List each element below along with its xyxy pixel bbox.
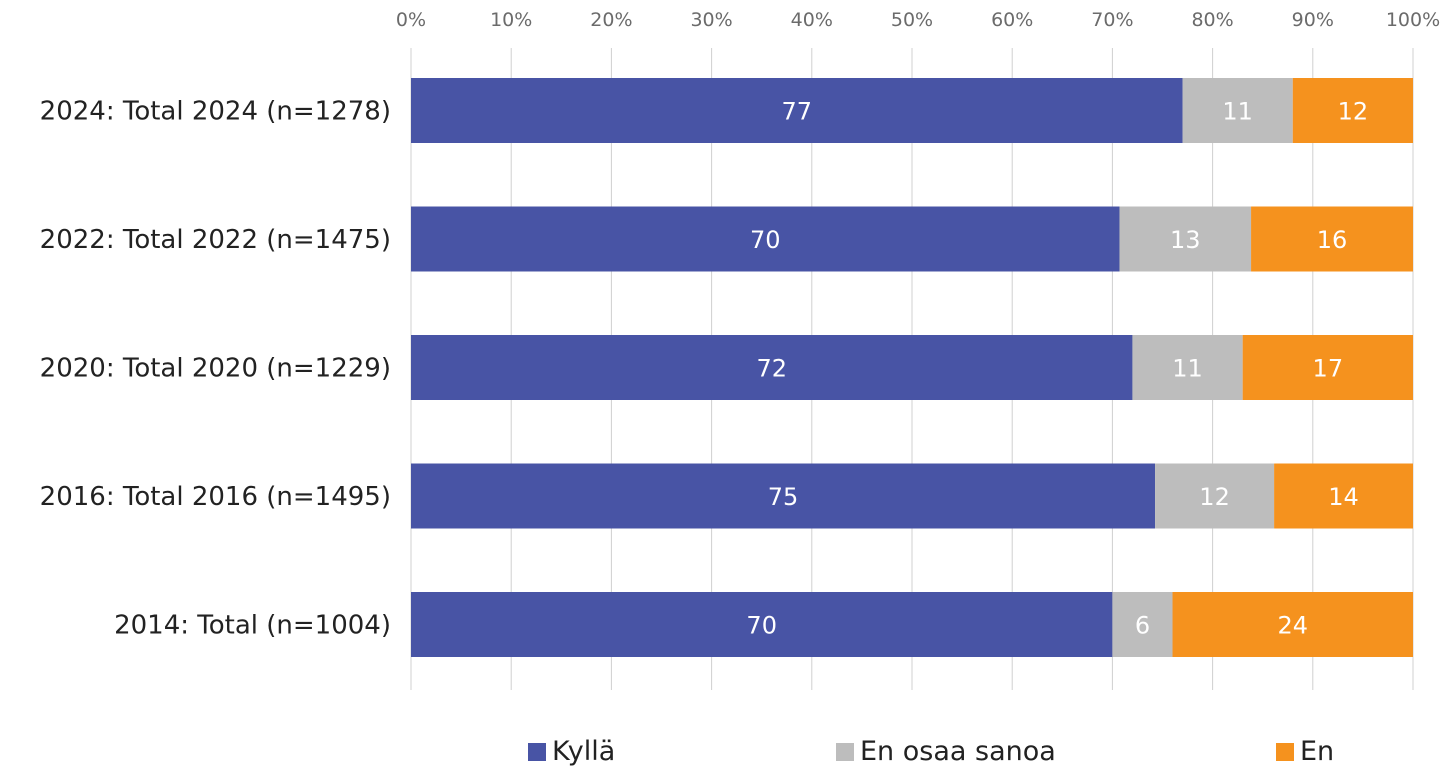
- x-tick-label: 100%: [1386, 9, 1440, 31]
- category-label: 2020: Total 2020 (n=1229): [40, 354, 391, 384]
- data-label: 17: [1313, 355, 1344, 383]
- bar-segment-en: [1242, 335, 1413, 400]
- x-tick-label: 80%: [1191, 9, 1233, 31]
- bar-segment-kylla: [411, 592, 1113, 657]
- bar-segment-kylla: [411, 206, 1120, 272]
- data-label: 16: [1317, 226, 1348, 254]
- legend-item-kylla: Kyllä: [528, 736, 615, 767]
- category-label: 2016: Total 2016 (n=1495): [40, 482, 391, 512]
- data-label: 6: [1135, 612, 1150, 640]
- bar-segment-kylla: [411, 78, 1183, 143]
- data-label: 75: [768, 483, 799, 511]
- bar-segment-en-osaa-sanoa: [1132, 335, 1243, 400]
- bar-segment-en: [1172, 592, 1413, 657]
- data-label: 77: [781, 98, 812, 126]
- bar-segment-en-osaa-sanoa: [1155, 463, 1275, 529]
- bars: 77 11 12 70 13 16 72 11 17 75 12 14 70 6 24: [411, 78, 1413, 657]
- legend-label-en: En: [1300, 736, 1335, 767]
- x-axis-ticks: 0% 10% 20% 30% 40% 50% 60% 70% 80% 90% 100%: [396, 9, 1440, 31]
- data-label: 11: [1172, 355, 1203, 383]
- x-tick-label: 70%: [1091, 9, 1133, 31]
- legend-swatch-en: [1276, 742, 1294, 761]
- bar-segment-en: [1274, 463, 1413, 529]
- legend-swatch-kylla: [528, 742, 546, 761]
- x-tick-label: 10%: [490, 9, 532, 31]
- bar-segment-en: [1251, 206, 1413, 272]
- x-tick-label: 0%: [396, 9, 426, 31]
- data-label: 70: [746, 612, 777, 640]
- data-label: 12: [1199, 483, 1230, 511]
- data-label: 24: [1277, 612, 1308, 640]
- data-label: 11: [1222, 98, 1253, 126]
- data-label: 72: [756, 355, 787, 383]
- category-labels: 2024: Total 2024 (n=1278) 2022: Total 202…: [40, 97, 391, 641]
- x-tick-label: 50%: [891, 9, 933, 31]
- bar-segment-en: [1292, 78, 1413, 143]
- x-tick-label: 40%: [791, 9, 833, 31]
- legend-swatch-en-osaa-sanoa: [836, 742, 854, 761]
- x-tick-label: 20%: [590, 9, 632, 31]
- data-label: 70: [750, 226, 781, 254]
- legend-label-en-osaa-sanoa: En osaa sanoa: [860, 736, 1056, 767]
- bar-segment-kylla: [411, 463, 1156, 529]
- x-tick-label: 30%: [690, 9, 732, 31]
- data-label: 12: [1338, 98, 1369, 126]
- legend-label-kylla: Kyllä: [552, 736, 616, 767]
- x-tick-label: 90%: [1292, 9, 1334, 31]
- category-label: 2022: Total 2022 (n=1475): [40, 225, 391, 255]
- data-label: 14: [1328, 483, 1359, 511]
- legend-item-en: En: [1276, 736, 1334, 767]
- bar-segment-kylla: [411, 335, 1133, 400]
- bar-segment-en-osaa-sanoa: [1112, 592, 1173, 657]
- x-tick-label: 60%: [991, 9, 1033, 31]
- legend-item-en-osaa-sanoa: En osaa sanoa: [836, 736, 1056, 767]
- category-label: 2024: Total 2024 (n=1278): [40, 97, 391, 127]
- bar-segment-en-osaa-sanoa: [1182, 78, 1293, 143]
- bar-segment-en-osaa-sanoa: [1119, 206, 1252, 272]
- category-label: 2014: Total (n=1004): [114, 611, 391, 641]
- data-label: 13: [1170, 226, 1201, 254]
